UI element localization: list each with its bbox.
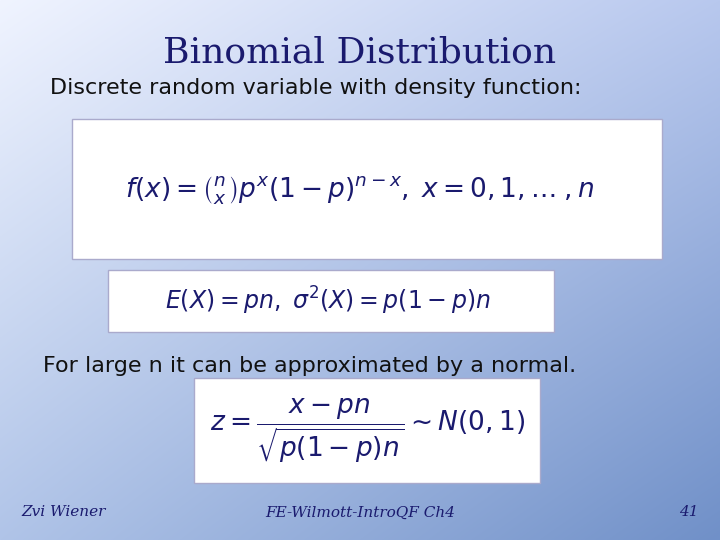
Text: $z = \dfrac{x - pn}{\sqrt{p(1-p)n}} \sim N(0,1)$: $z = \dfrac{x - pn}{\sqrt{p(1-p)n}} \sim… [210,396,525,465]
FancyBboxPatch shape [72,119,662,259]
FancyBboxPatch shape [194,378,540,483]
Text: Binomial Distribution: Binomial Distribution [163,35,557,69]
Text: $E(X) = pn, \; \sigma^2(X) = p(1-p)n$: $E(X) = pn, \; \sigma^2(X) = p(1-p)n$ [165,285,490,318]
Text: Discrete random variable with density function:: Discrete random variable with density fu… [50,78,582,98]
FancyBboxPatch shape [108,270,554,332]
Text: FE-Wilmott-IntroQF Ch4: FE-Wilmott-IntroQF Ch4 [265,505,455,519]
Text: 41: 41 [679,505,698,519]
Text: $f(x) = \binom{n}{x} p^x (1-p)^{n-x}, \; x = 0,1,\ldots\; ,n$: $f(x) = \binom{n}{x} p^x (1-p)^{n-x}, \;… [125,174,595,206]
Text: For large n it can be approximated by a normal.: For large n it can be approximated by a … [43,356,576,376]
Text: Zvi Wiener: Zvi Wiener [22,505,106,519]
